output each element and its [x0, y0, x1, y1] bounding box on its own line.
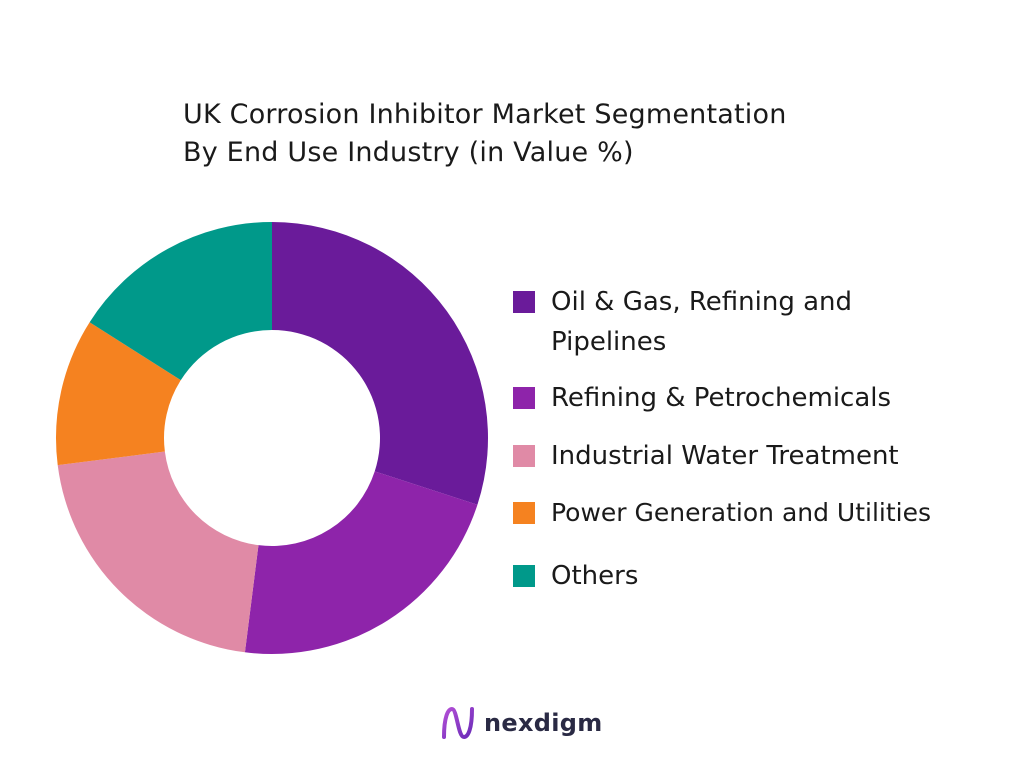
legend-swatch-refining-petrochemicals	[513, 387, 535, 409]
chart-title-line-1: UK Corrosion Inhibitor Market Segmentati…	[183, 99, 787, 130]
legend-item-industrial-water: Industrial Water Treatment	[513, 436, 993, 476]
legend-item-others: Others	[513, 556, 913, 596]
donut-slice-industrial-water	[57, 451, 259, 653]
legend-swatch-others	[513, 565, 535, 587]
brand-logo-text: nexdigm	[484, 709, 603, 737]
chart-title-line-2: By End Use Industry (in Value %)	[183, 137, 634, 168]
brand-logo: nexdigm	[440, 703, 603, 743]
legend-label-industrial-water: Industrial Water Treatment	[551, 441, 899, 471]
legend-label-power-generation: Power Generation and Utilities	[551, 498, 932, 527]
donut-slice-refining-petrochemicals	[244, 471, 478, 654]
legend-label-refining-petrochemicals: Refining & Petrochemicals	[551, 383, 892, 413]
legend-item-power-generation: Power Generation and Utilities	[513, 493, 1018, 533]
chart-title: UK Corrosion Inhibitor Market Segmentati…	[183, 96, 883, 172]
legend-swatch-power-generation	[513, 502, 535, 524]
donut-slice-oil-gas	[272, 222, 489, 505]
legend-item-refining-petrochemicals: Refining & Petrochemicals	[513, 378, 993, 418]
nexdigm-logo-icon	[442, 706, 474, 740]
legend-item-oil-gas: Oil & Gas, Refining and Pipelines	[513, 282, 913, 362]
donut-slice-power-generation	[55, 322, 181, 466]
legend-label-others: Others	[551, 561, 639, 591]
legend-swatch-oil-gas	[513, 291, 535, 313]
legend-swatch-industrial-water	[513, 445, 535, 467]
donut-chart	[55, 222, 489, 654]
donut-slice-others	[89, 222, 272, 381]
legend-label-oil-gas: Oil & Gas, Refining and Pipelines	[551, 287, 853, 357]
